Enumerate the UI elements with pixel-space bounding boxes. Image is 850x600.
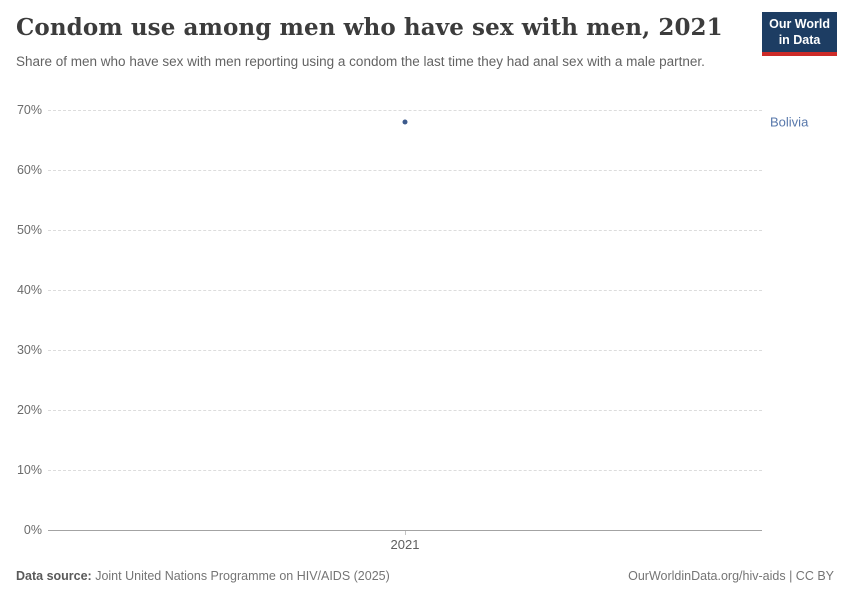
page-title: Condom use among men who have sex with m… [16, 14, 723, 41]
chart-subtitle: Share of men who have sex with men repor… [16, 54, 705, 69]
y-tick-label: 70% [16, 103, 42, 117]
owid-logo-line1: Our World [769, 17, 830, 31]
gridline [48, 350, 762, 351]
y-tick-label: 30% [16, 343, 42, 357]
gridline [48, 410, 762, 411]
x-axis-line [48, 530, 762, 531]
x-axis-tick [405, 530, 406, 535]
footer-rights-link[interactable]: OurWorldinData.org/hiv-aids | CC BY [628, 569, 834, 583]
owid-logo-line2: in Data [778, 32, 821, 47]
data-point-bolivia[interactable] [402, 119, 408, 125]
data-source-text: Joint United Nations Programme on HIV/AI… [91, 569, 390, 583]
gridline [48, 170, 762, 171]
y-tick-label: 20% [16, 403, 42, 417]
entity-label-bolivia[interactable]: Bolivia [770, 114, 809, 130]
x-tick-label: 2021 [390, 537, 420, 552]
y-tick-label: 60% [16, 163, 42, 177]
data-source: Data source: Joint United Nations Progra… [16, 569, 390, 583]
y-tick-label: 0% [23, 523, 42, 537]
gridline [48, 470, 762, 471]
data-source-label: Data source: [16, 569, 92, 583]
gridline [48, 110, 762, 111]
y-tick-label: 10% [16, 463, 42, 477]
y-tick-label: 40% [16, 283, 42, 297]
gridline [48, 290, 762, 291]
owid-logo: Our World in Data [762, 12, 837, 57]
gridline [48, 230, 762, 231]
y-tick-label: 50% [16, 223, 42, 237]
